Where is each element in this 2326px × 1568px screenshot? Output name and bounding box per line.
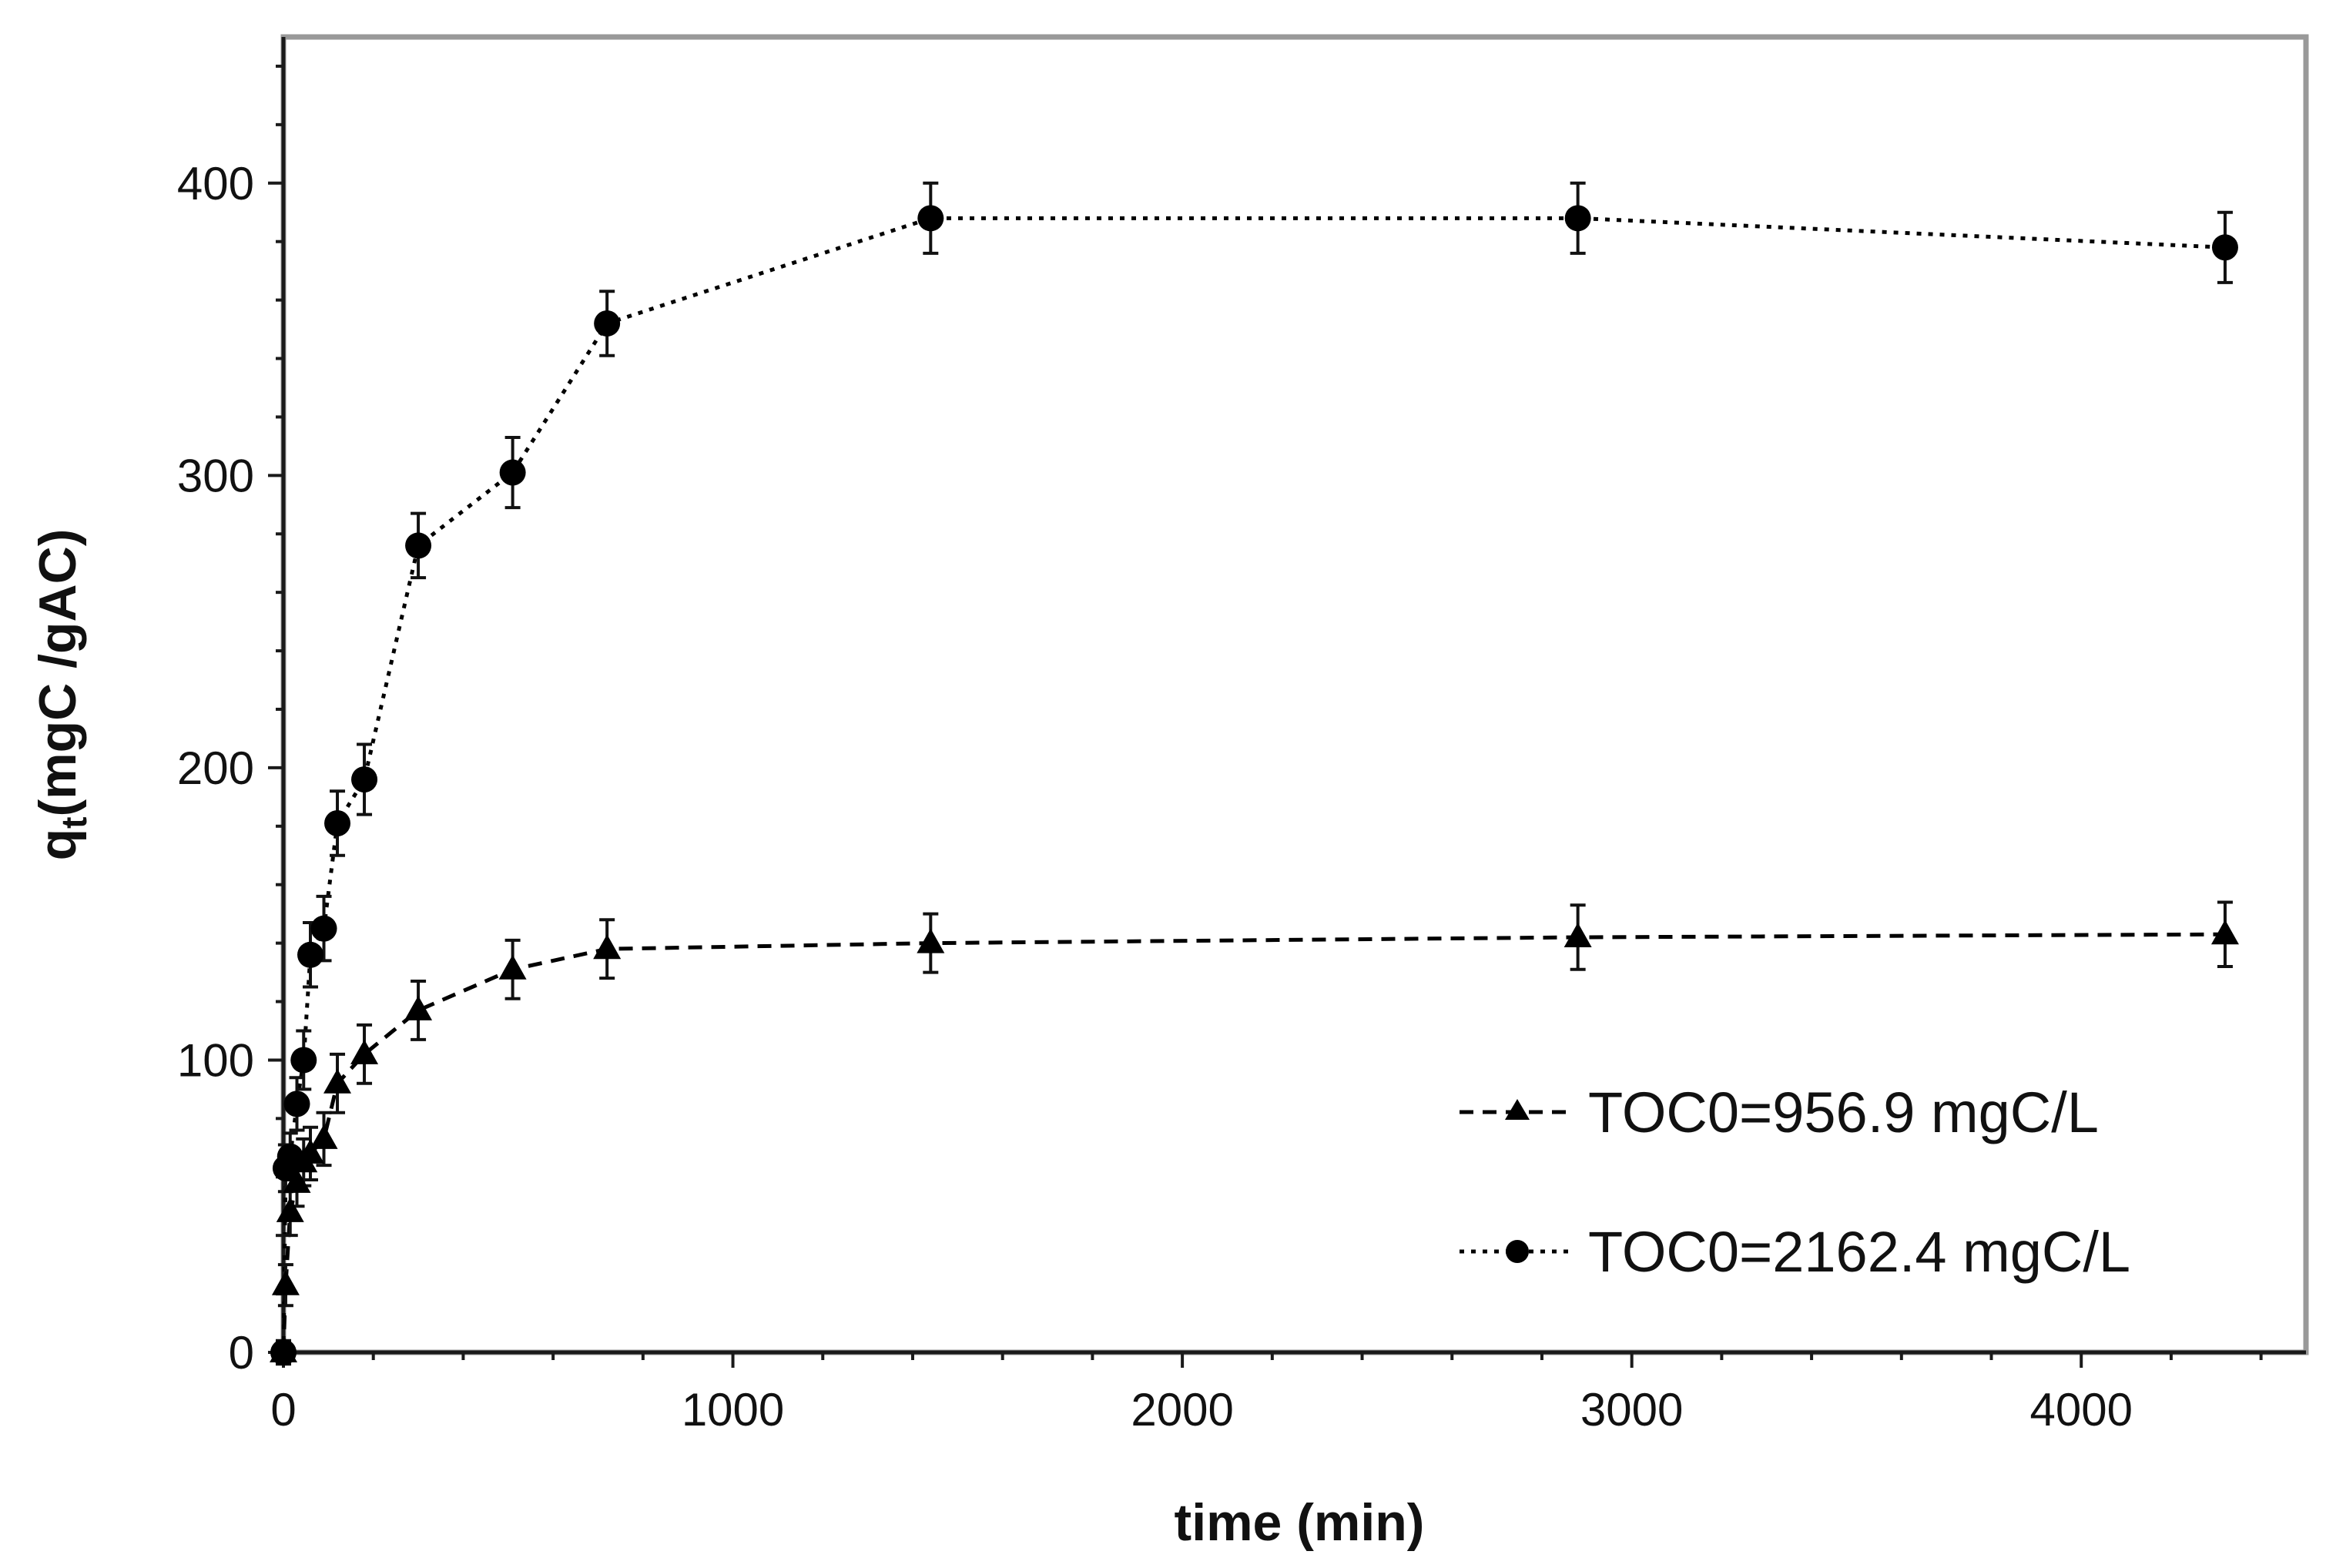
data-point-series-1 (917, 928, 945, 953)
y-tick-label: 0 (229, 1327, 254, 1379)
y-tick-label: 300 (177, 450, 254, 501)
x-tick-label: 2000 (1131, 1384, 1233, 1436)
data-point-series-2 (310, 915, 337, 942)
x-tick-label: 4000 (2029, 1384, 2132, 1436)
legend-marker-series-2 (1506, 1240, 1529, 1263)
data-point-series-2 (594, 310, 621, 337)
data-point-series-1 (404, 995, 433, 1020)
data-point-series-2 (270, 1339, 297, 1365)
y-tick-label: 100 (177, 1034, 254, 1086)
x-tick-label: 3000 (1580, 1384, 1683, 1436)
legend-marker-series-1 (1505, 1099, 1530, 1120)
x-tick-label: 1000 (682, 1384, 784, 1436)
data-point-series-1 (323, 1068, 352, 1094)
data-point-series-1 (2210, 920, 2239, 945)
data-point-series-1 (498, 954, 527, 980)
data-point-series-2 (277, 1143, 303, 1170)
y-axis-title: qt(mgC /gAC) (28, 529, 94, 861)
data-point-series-2 (290, 1047, 317, 1074)
y-axis-title-rest: (mgC /gAC) (28, 529, 87, 817)
data-point-series-2 (2211, 234, 2238, 261)
legend-label-series-2: TOC0=2162.4 mgC/L (1588, 1220, 2130, 1284)
series-line-2 (281, 216, 2226, 1353)
data-point-series-1 (1564, 923, 1592, 948)
data-point-series-2 (283, 1091, 310, 1117)
data-point-series-2 (1564, 205, 1591, 232)
data-point-series-2 (324, 810, 351, 837)
error-bars (276, 181, 2233, 1366)
x-axis-title: time (min) (1175, 1493, 1425, 1552)
data-point-series-1 (593, 934, 622, 960)
data-point-series-2 (917, 205, 944, 232)
y-tick-label: 400 (177, 158, 254, 209)
plot-frame (280, 34, 2309, 1355)
y-axis-tick-labels: 0 100 200 300 400 (177, 158, 254, 1379)
legend: TOC0=956.9 mgC/L TOC0=2162.4 mgC/L (1460, 1081, 2130, 1284)
legend-label-series-1: TOC0=956.9 mgC/L (1588, 1081, 2099, 1144)
data-point-series-1 (271, 1270, 300, 1295)
data-point-series-1 (350, 1039, 379, 1064)
x-tick-label: 0 (270, 1384, 296, 1436)
y-axis-title-base: q (28, 829, 87, 861)
data-point-series-1 (310, 1124, 338, 1149)
x-axis-tick-labels: 0 1000 2000 3000 4000 (270, 1384, 2133, 1436)
data-point-series-2 (405, 532, 432, 559)
series-lines (281, 216, 2226, 1353)
y-tick-label: 200 (177, 742, 254, 794)
data-markers (270, 205, 2239, 1365)
data-point-series-2 (499, 459, 526, 486)
x-axis-ticks (282, 1352, 2263, 1368)
data-point-series-1 (283, 1168, 311, 1193)
data-point-series-1 (276, 1197, 304, 1222)
y-axis-ticks (268, 64, 283, 1354)
y-axis-title-subscript: t (54, 817, 94, 829)
data-point-series-1 (297, 1138, 325, 1164)
data-point-series-2 (297, 941, 324, 968)
data-point-series-2 (351, 766, 378, 793)
